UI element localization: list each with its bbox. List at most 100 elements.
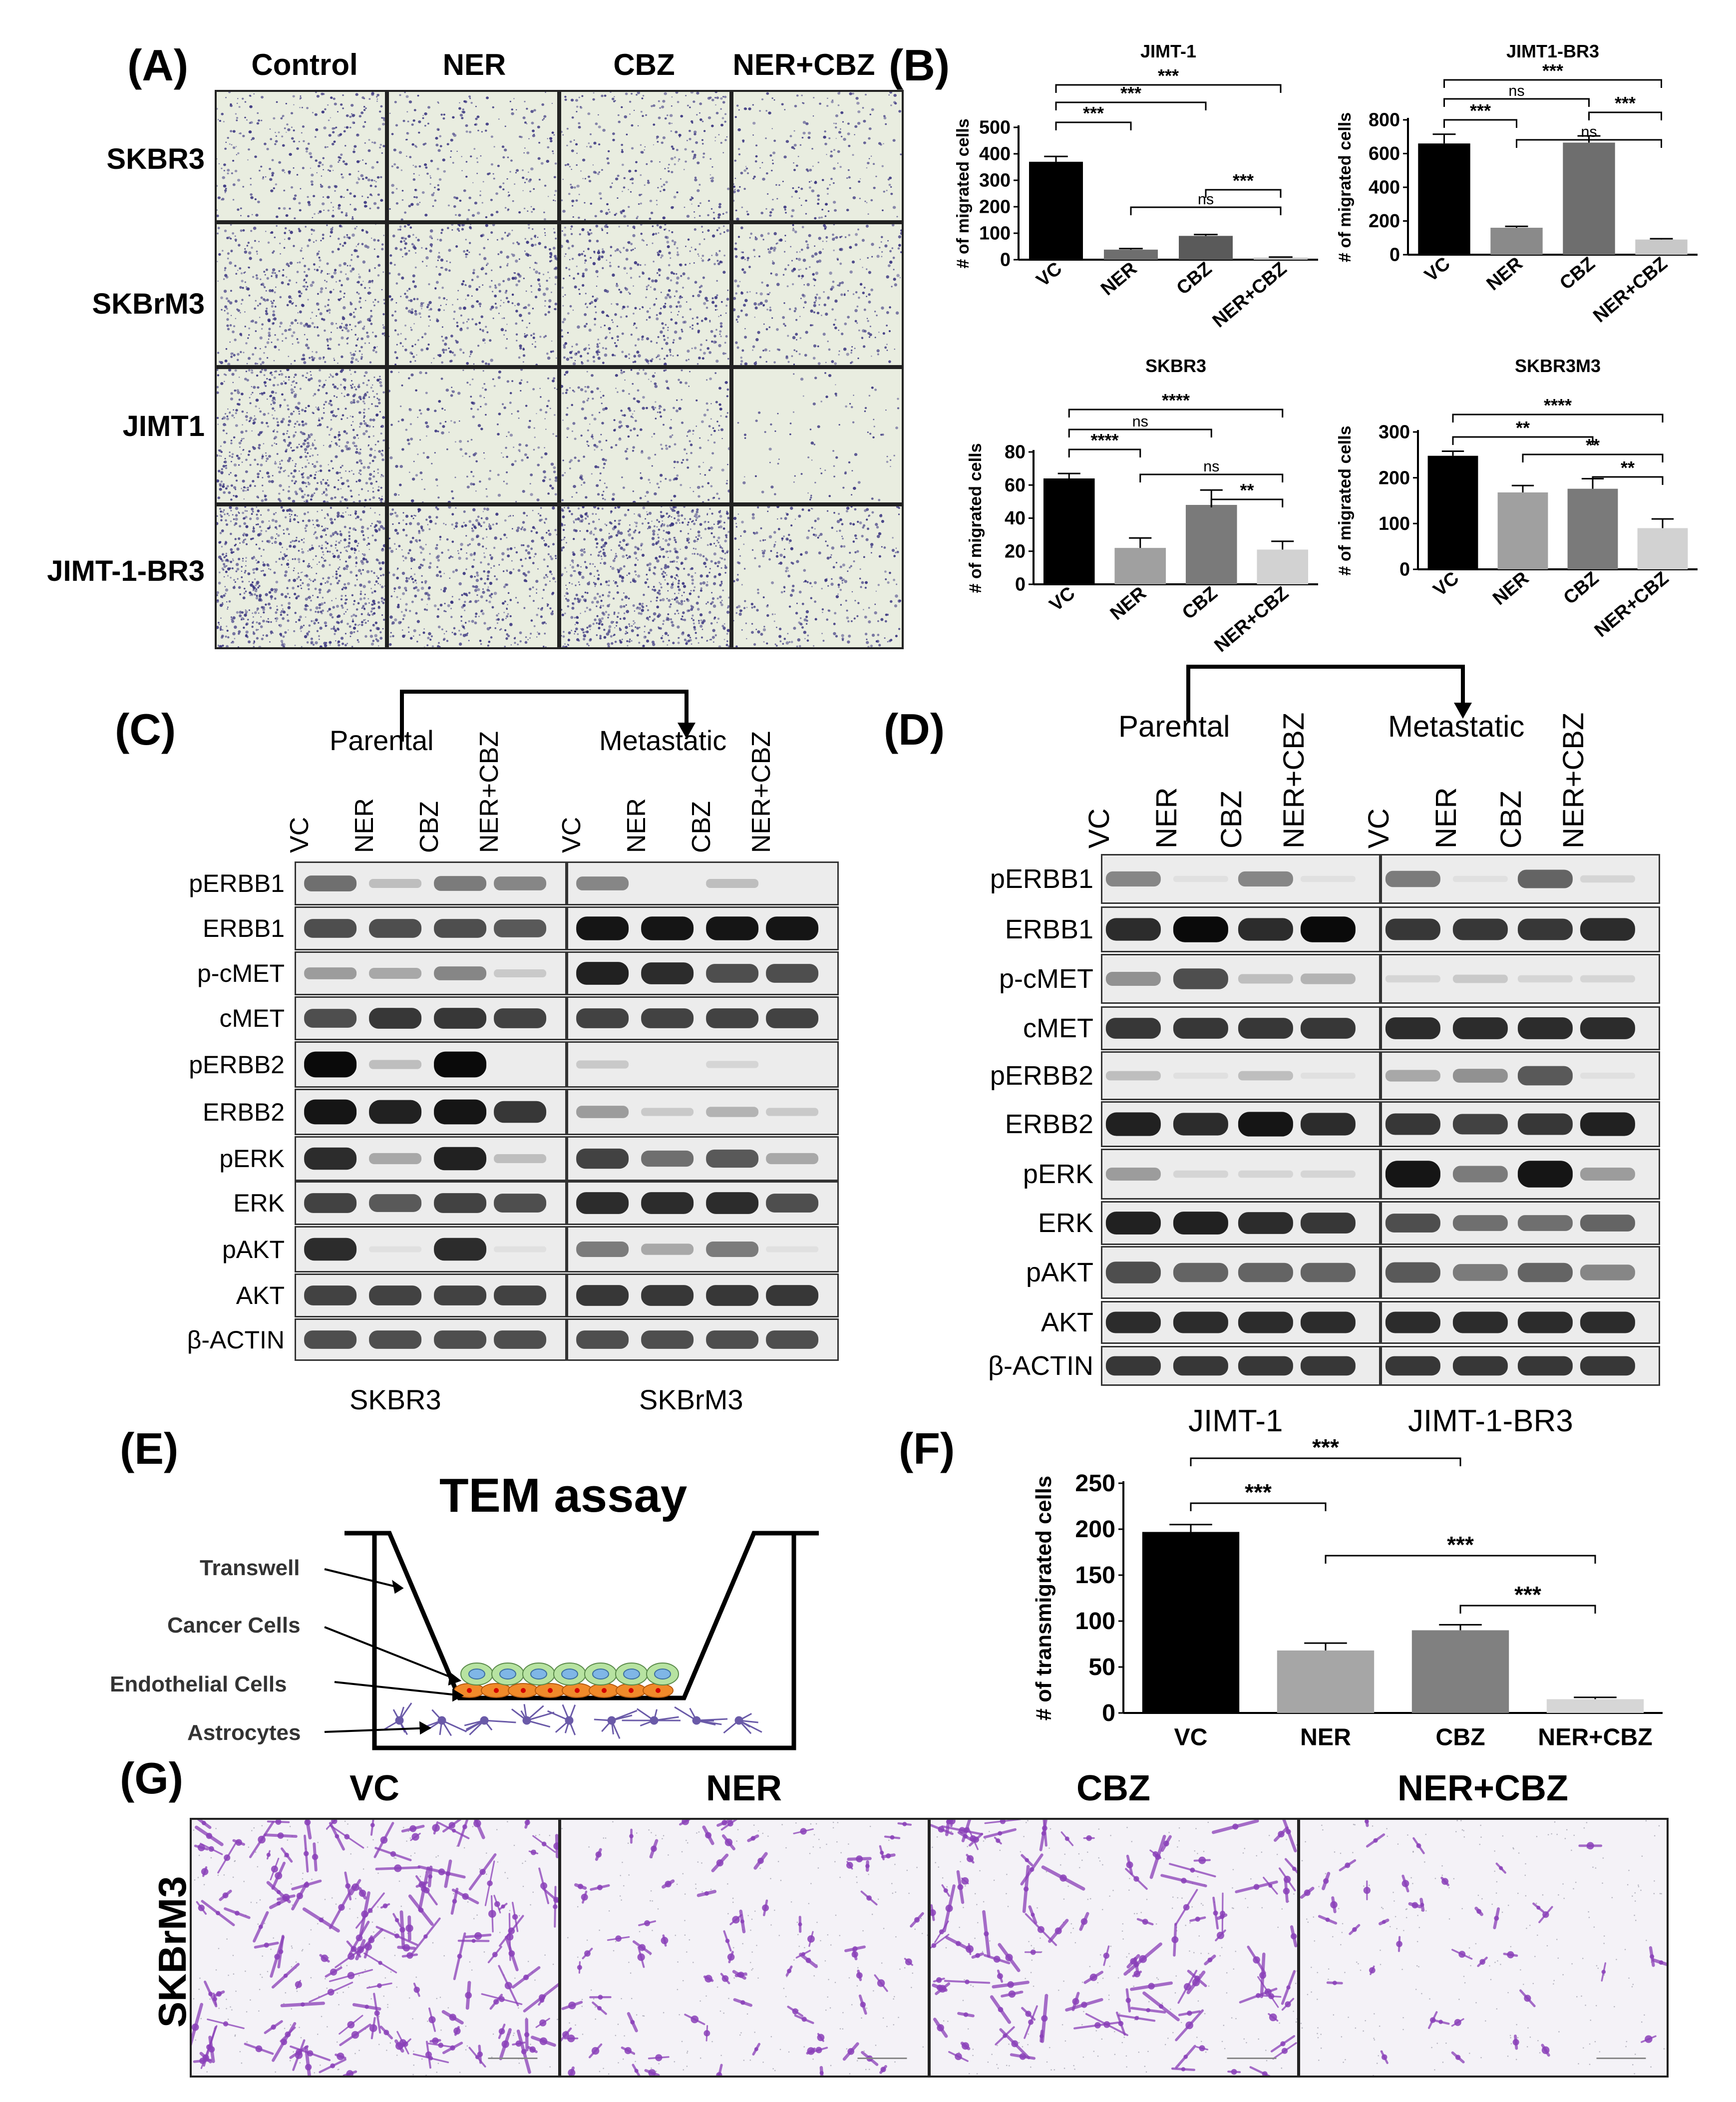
blot-strip [567, 1318, 839, 1361]
y-axis-label: # of migrated cells [966, 443, 985, 593]
blot-strip [295, 1089, 567, 1135]
y-axis-label: # of migrated cells [1336, 425, 1355, 575]
migration-image-tile [387, 367, 559, 504]
significance-bracket: **** [1068, 390, 1284, 418]
panel-d-parental-header: Parental [1118, 710, 1230, 743]
lane-label: NER+CBZ [1557, 712, 1590, 848]
significance-bracket: **** [1068, 430, 1141, 457]
blot-strip [1101, 854, 1381, 904]
chart-title: SKBR3M3 [1515, 356, 1601, 376]
blot-strip [1101, 1201, 1381, 1245]
category-label: NER+CBZ [1210, 583, 1293, 657]
blot-protein-label: p-cMET [197, 959, 285, 988]
migration-image-tile [215, 504, 387, 649]
y-tick-label: 0 [1000, 250, 1011, 271]
lane-label: CBZ [1495, 791, 1527, 848]
panel-c-left-cell-line: SKBR3 [349, 1384, 441, 1415]
tem-assay-title: TEM assay [439, 1469, 688, 1522]
blot-strip [295, 1226, 567, 1272]
chart-transmigration: 0 50 100 150 200 250 # of transmigrated cells V… [1032, 1434, 1663, 1748]
lane-label: CBZ [687, 801, 716, 853]
panel-label-d: (D) [884, 705, 945, 754]
chart-jimt-1: JIMT-1 0 100 200 300 400 500 # of migrated cell… [954, 41, 1318, 332]
blot-strip [1101, 1149, 1381, 1200]
lane-label: VC [1083, 808, 1115, 848]
blot-protein-label: pERBB1 [189, 869, 285, 898]
blot-strip [1101, 954, 1381, 1004]
blot-strip [1101, 1346, 1381, 1386]
blot-strip [567, 861, 839, 905]
blot-strip [1101, 1301, 1381, 1344]
parental-metastatic-arrow [400, 690, 695, 742]
blot-strip [295, 1041, 567, 1088]
panel-a-row-jimt-1-br3: JIMT-1-BR3 [47, 555, 205, 587]
blot-protein-label: ERBB1 [203, 914, 285, 943]
blot-protein-label: pERK [1023, 1159, 1093, 1189]
blot-strip [567, 1041, 839, 1088]
y-tick-label: 200 [1075, 1516, 1115, 1543]
migration-image-tile [559, 222, 731, 367]
significance-bracket: *** [1443, 100, 1517, 128]
y-tick-label: 100 [1379, 513, 1410, 534]
y-tick-label: 0 [1399, 559, 1410, 580]
panel-d-right-cell-line: JIMT-1-BR3 [1408, 1404, 1573, 1438]
panel-g-row-label: SKBrM3 [150, 1876, 194, 2028]
panel-g-col-ner-cbz: NER+CBZ [1397, 1768, 1569, 1808]
panel-label-f: (F) [899, 1424, 955, 1473]
y-tick-label: 400 [979, 144, 1011, 165]
category-label: VC [1420, 253, 1454, 286]
lane-label: NER+CBZ [747, 731, 776, 853]
significance-bracket: *** [1190, 1479, 1327, 1511]
category-label: NER [1489, 568, 1533, 609]
significance-bracket: *** [1443, 60, 1662, 88]
category-label: NER+CBZ [1589, 253, 1672, 327]
tem-image-tile [190, 1818, 560, 2078]
blot-protein-label: AKT [236, 1281, 285, 1310]
bar [1546, 1699, 1644, 1713]
blot-strip [1381, 1201, 1660, 1245]
blot-strip [1381, 1101, 1660, 1147]
migration-image-tile [387, 504, 559, 649]
blot-protein-label: ERBB2 [203, 1098, 285, 1126]
blot-protein-label: β-ACTIN [187, 1325, 285, 1354]
chart-skbr3: SKBR3 0 20 40 60 80 # of migrated cells VC NER CB… [966, 356, 1318, 657]
significance-bracket: *** [1055, 103, 1132, 130]
y-tick-label: 80 [1005, 442, 1026, 463]
y-tick-label: 0 [1015, 574, 1026, 595]
bar [1497, 492, 1548, 569]
y-tick-label: 150 [1075, 1562, 1115, 1589]
category-label: CBZ [1173, 258, 1216, 299]
blot-protein-label: cMET [219, 1004, 285, 1033]
panel-a-col-control: Control [251, 48, 358, 81]
y-tick-label: 0 [1389, 245, 1400, 266]
panel-label-e: (E) [120, 1424, 179, 1473]
blot-strip [1101, 906, 1381, 952]
blot-strip [567, 906, 839, 950]
blot-strip [1381, 1149, 1660, 1200]
blot-protein-label: pERBB1 [990, 863, 1093, 894]
y-tick-label: 200 [1379, 467, 1410, 488]
migration-image-tile [559, 90, 731, 222]
panel-d-metastatic-header: Metastatic [1388, 710, 1525, 743]
y-tick-label: 500 [979, 117, 1011, 138]
significance-bracket: ns [1516, 123, 1662, 148]
panel-a-col-ner-cbz: NER+CBZ [732, 48, 875, 81]
lane-label: NER+CBZ [475, 731, 504, 853]
blot-strip [295, 1273, 567, 1317]
blot-strip [1381, 1246, 1660, 1299]
blot-strip [295, 906, 567, 950]
blot-strip [567, 1136, 839, 1181]
bar [1257, 549, 1309, 584]
y-tick-label: 200 [1369, 211, 1400, 232]
category-label: CBZ [1435, 1723, 1485, 1748]
blot-protein-label: pAKT [1026, 1257, 1093, 1287]
blot-protein-label: ERBB1 [1005, 914, 1093, 944]
panel-label-g: (G) [120, 1753, 184, 1803]
label-transwell: Transwell [200, 1556, 300, 1580]
blot-strip [1381, 1346, 1660, 1386]
bar [1114, 548, 1166, 584]
blot-protein-label: ERBB2 [1005, 1109, 1093, 1139]
significance-bracket: ** [1592, 457, 1664, 485]
y-tick-label: 200 [979, 197, 1011, 218]
y-tick-label: 50 [1088, 1654, 1115, 1681]
